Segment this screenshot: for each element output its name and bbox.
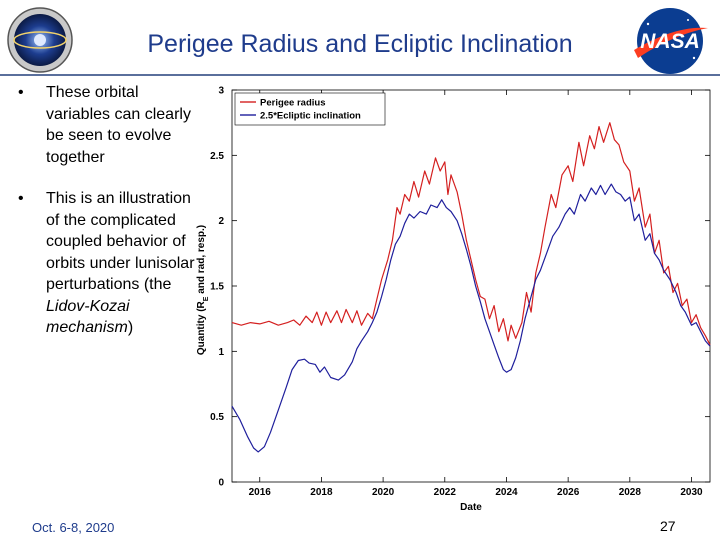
legend-label: 2.5*Ecliptic inclination <box>260 111 361 122</box>
y-tick-label: 2.5 <box>210 151 224 162</box>
nasa-meatball-icon: NASA <box>634 8 708 74</box>
bullet-list: • These orbital variables can clearly be… <box>18 82 198 359</box>
y-tick-label: 2 <box>218 216 224 227</box>
bullet-symbol: • <box>18 190 24 207</box>
slide-title: Perigee Radius and Ecliptic Inclination <box>147 30 573 58</box>
mission-emblem-icon <box>7 7 73 73</box>
y-tick-label: 3 <box>218 86 224 97</box>
footer-date: Oct. 6-8, 2020 <box>32 520 115 535</box>
bullet-symbol: • <box>18 84 24 101</box>
chart-axes: 2016 2018 2020 2022 2024 2026 2028 2030 0 0.5 1 1.5… <box>210 86 711 498</box>
series-line-1 <box>231 122 711 346</box>
bullet-text: These orbital variables can clearly be s… <box>46 84 191 166</box>
bullet-text-end: ) <box>127 319 134 336</box>
x-tick-label: 2030 <box>680 487 703 498</box>
x-tick-label: 2024 <box>495 487 518 498</box>
chart-legend: Perigee radius 2.5*Ecliptic inclination <box>234 92 386 126</box>
y-tick-label: 1 <box>218 347 224 358</box>
bullet-text: This is an illustration of the complicat… <box>46 190 195 293</box>
bullet-italic-text: Lidov-Kozai mechanism <box>46 297 130 337</box>
x-axis-label: Date <box>460 502 482 513</box>
y-tick-label: 1.5 <box>210 282 224 293</box>
y-axis-label: Quantity (RE and rad, resp.) <box>196 225 210 355</box>
x-tick-label: 2022 <box>434 487 457 498</box>
x-tick-label: 2016 <box>249 487 272 498</box>
x-tick-label: 2028 <box>619 487 642 498</box>
x-tick-label: 2020 <box>372 487 395 498</box>
plot-frame <box>231 89 711 483</box>
x-tick-label: 2026 <box>557 487 580 498</box>
series-line-2 <box>231 183 711 453</box>
line-chart: 2016 2018 2020 2022 2024 2026 2028 2030 0 0.5 1 1.5… <box>196 86 711 513</box>
page-number: 27 <box>660 518 676 534</box>
chart-series <box>231 122 711 453</box>
svg-text:NASA: NASA <box>640 30 700 53</box>
bullet-item: • This is an illustration of the complic… <box>18 188 198 339</box>
y-tick-label: 0.5 <box>210 412 224 423</box>
bullet-item: • These orbital variables can clearly be… <box>18 82 198 168</box>
y-tick-label: 0 <box>218 478 224 489</box>
title-divider <box>0 74 720 76</box>
legend-label: Perigee radius <box>260 98 325 109</box>
x-tick-label: 2018 <box>310 487 333 498</box>
legend-box <box>234 92 386 126</box>
